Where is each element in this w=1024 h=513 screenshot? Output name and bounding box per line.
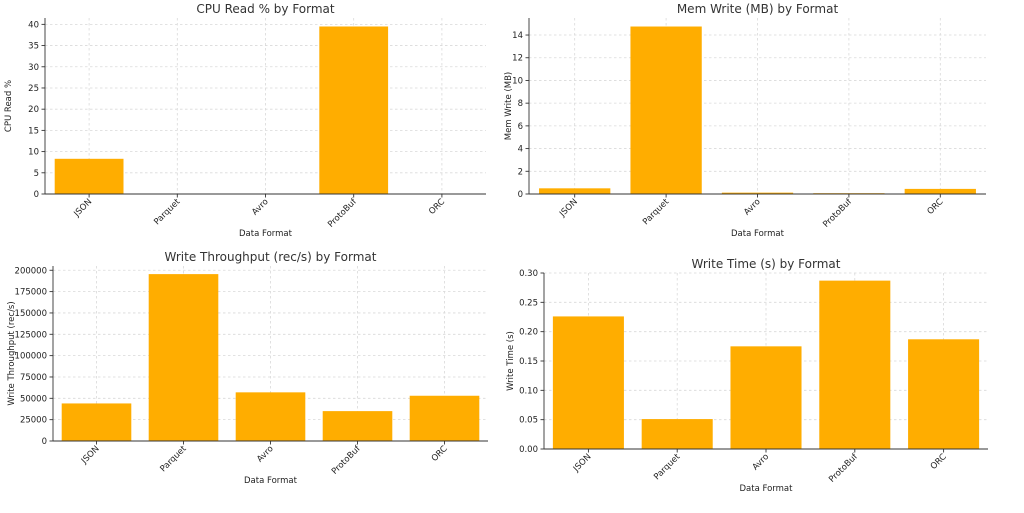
- write-throughput-y-tick-label: 75000: [20, 373, 47, 383]
- write-throughput-y-tick-label: 175000: [15, 288, 47, 298]
- mem-write-x-tick-label: JSON: [557, 197, 580, 220]
- cpu-read-x-tick-label: ORC: [427, 197, 447, 217]
- cpu-read-y-tick-label: 25: [28, 84, 39, 94]
- mem-write-y-tick-label: 12: [512, 54, 523, 64]
- mem-write-x-label: Data Format: [731, 229, 785, 239]
- write-time-y-tick-label: 0.10: [519, 386, 538, 396]
- write-time-y-tick-label: 0.20: [519, 328, 538, 338]
- write-time-x-label: Data Format: [740, 484, 794, 494]
- mem-write-x-tick-label: ORC: [926, 197, 946, 217]
- write-throughput-bar-parquet: [148, 274, 219, 441]
- write-throughput-x-tick-label: Parquet: [158, 444, 189, 475]
- write-time-bar-json: [552, 316, 624, 449]
- write-time-bar-protobuf: [819, 280, 891, 449]
- write-time-y-tick-label: 0.30: [519, 269, 538, 279]
- write-throughput-bar-orc: [409, 395, 480, 441]
- cpu-read-x-tick-label: Avro: [250, 197, 270, 217]
- cpu-read-y-tick-label: 20: [28, 105, 39, 115]
- write-throughput-bar-json: [61, 403, 132, 441]
- write-time-y-tick-label: 0.05: [519, 416, 538, 426]
- write-time-chart: 0.00 0.05 0.10 0.15 0.20 0.25 0.30 JSON Parquet A…: [506, 257, 988, 494]
- cpu-read-bar-protobuf: [319, 26, 389, 194]
- mem-write-y-tick-label: 6: [518, 122, 523, 132]
- mem-write-y-tick-label: 2: [518, 167, 523, 177]
- write-time-y-label: Write Time (s): [506, 331, 516, 391]
- write-time-x-tick-label: Parquet: [652, 452, 683, 483]
- mem-write-chart: 0 2 4 6 8 10 12 14 JSON Parquet Avro ProtoBuf ORC Mem…: [504, 2, 986, 239]
- mem-write-y-tick-label: 4: [518, 145, 523, 155]
- write-time-title: Write Time (s) by Format: [692, 257, 841, 271]
- mem-write-x-tick-label: ProtoBuf: [821, 196, 854, 229]
- write-time-x-tick-label: ProtoBuf: [827, 451, 860, 484]
- mem-write-bar-parquet: [630, 26, 702, 194]
- write-time-bar-avro: [730, 346, 802, 449]
- mem-write-y-tick-label: 8: [518, 99, 523, 109]
- write-time-x-tick-label: Avro: [751, 452, 771, 472]
- cpu-read-y-tick-label: 35: [28, 42, 39, 52]
- cpu-read-y-label: CPU Read %: [4, 80, 14, 132]
- write-time-y-tick-label: 0.25: [519, 298, 538, 308]
- write-throughput-bar-avro: [235, 392, 306, 441]
- write-throughput-x-label: Data Format: [244, 476, 298, 486]
- write-time-y-tick-label: 0.15: [519, 357, 538, 367]
- cpu-read-y-tick-label: 10: [28, 148, 39, 158]
- mem-write-y-tick-label: 10: [512, 76, 523, 86]
- cpu-read-y-tick-label: 30: [28, 63, 39, 73]
- write-throughput-y-tick-label: 125000: [15, 330, 47, 340]
- mem-write-x-tick-label: Parquet: [641, 197, 672, 228]
- mem-write-y-tick-label: 14: [512, 31, 523, 41]
- cpu-read-x-label: Data Format: [239, 229, 293, 239]
- write-throughput-y-tick-label: 50000: [20, 394, 47, 404]
- write-throughput-y-label: Write Throughput (rec/s): [7, 301, 17, 405]
- mem-write-bar-avro: [721, 192, 794, 194]
- cpu-read-x-tick-label: Parquet: [152, 197, 183, 228]
- cpu-read-y-tick-label: 40: [28, 20, 39, 30]
- write-throughput-y-tick-label: 25000: [20, 416, 47, 426]
- write-throughput-y-tick-label: 200000: [15, 266, 47, 276]
- write-time-bar-parquet: [641, 419, 713, 449]
- mem-write-bar-orc: [904, 188, 976, 194]
- cpu-read-chart: 0 5 10 15 20 25 30 35 40 JSON Parquet Avro ProtoBuf O…: [4, 2, 486, 239]
- write-throughput-y-tick-label: 0: [42, 437, 47, 447]
- write-time-x-tick-label: JSON: [571, 452, 594, 475]
- cpu-read-bar-json: [54, 158, 124, 194]
- mem-write-y-tick-label: 0: [518, 190, 523, 200]
- cpu-read-y-tick-label: 0: [34, 190, 39, 200]
- cpu-read-title: CPU Read % by Format: [196, 2, 335, 16]
- write-throughput-bar-protobuf: [322, 411, 393, 441]
- write-throughput-x-tick-label: ProtoBuf: [330, 443, 363, 476]
- write-throughput-x-tick-label: Avro: [255, 444, 275, 464]
- write-throughput-y-tick-label: 100000: [15, 352, 47, 362]
- write-throughput-title: Write Throughput (rec/s) by Format: [165, 250, 377, 264]
- mem-write-bar-json: [539, 188, 611, 194]
- cpu-read-y-tick-label: 5: [34, 169, 39, 179]
- write-time-bar-orc: [908, 339, 980, 449]
- write-time-x-tick-label: ORC: [929, 452, 949, 472]
- cpu-read-x-tick-label: JSON: [72, 197, 95, 220]
- mem-write-grid: [529, 18, 986, 195]
- cpu-read-y-tick-label: 15: [28, 126, 39, 136]
- write-throughput-x-tick-label: ORC: [430, 444, 450, 464]
- write-time-y-tick-label: 0.00: [519, 445, 538, 455]
- write-throughput-x-tick-label: JSON: [79, 444, 102, 467]
- mem-write-title: Mem Write (MB) by Format: [677, 2, 839, 16]
- write-throughput-y-tick-label: 150000: [15, 309, 47, 319]
- write-throughput-chart: 0 25000 50000 75000 100000 125000 150000 175000…: [7, 250, 488, 486]
- mem-write-x-tick-label: Avro: [742, 197, 762, 217]
- mem-write-y-label: Mem Write (MB): [504, 72, 514, 141]
- cpu-read-x-tick-label: ProtoBuf: [326, 196, 359, 229]
